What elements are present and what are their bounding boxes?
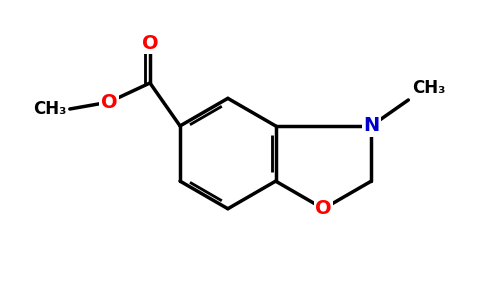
Text: N: N (363, 116, 379, 135)
Text: O: O (142, 34, 158, 53)
Text: CH₃: CH₃ (412, 79, 445, 97)
Text: O: O (101, 93, 117, 112)
Text: O: O (315, 199, 332, 218)
Text: CH₃: CH₃ (33, 100, 66, 118)
